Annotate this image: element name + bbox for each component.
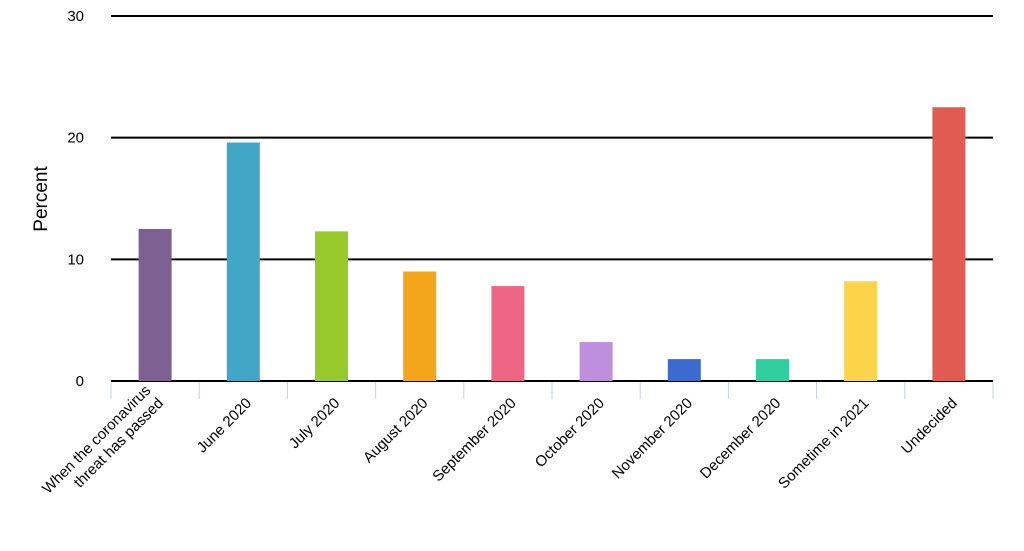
x-tick-label: October 2020 — [532, 395, 608, 471]
x-axis — [110, 382, 994, 399]
x-tick-label: June 2020 — [194, 395, 256, 457]
x-tick-label: Undecided — [898, 395, 961, 458]
bar — [403, 271, 437, 381]
bar — [315, 231, 348, 381]
bar — [226, 142, 260, 381]
y-tick-label: 10 — [67, 251, 84, 268]
bar — [844, 281, 878, 381]
x-tick-label: August 2020 — [360, 395, 432, 467]
y-tick-label: 0 — [76, 373, 84, 390]
y-axis-title: Percent — [31, 166, 52, 232]
y-tick-label: 30 — [67, 8, 84, 25]
x-tick-label: December 2020 — [697, 395, 784, 482]
x-tick-label: Sometime in 2021 — [775, 395, 873, 493]
x-axis-labels: When the coronavirusthreat has passed Jun… — [39, 382, 961, 510]
y-axis-ticks: 0 10 20 30 — [67, 8, 84, 390]
bars — [138, 107, 966, 381]
bar — [491, 286, 525, 381]
x-tick-label: When the coronavirusthreat has passed — [39, 382, 167, 510]
y-tick-label: 20 — [67, 130, 84, 147]
x-tick-label: July 2020 — [286, 395, 343, 452]
x-tick-label: November 2020 — [609, 395, 696, 482]
bar — [667, 359, 701, 381]
bar — [138, 228, 172, 381]
x-tick-label: September 2020 — [429, 395, 519, 485]
bar — [756, 359, 789, 381]
bar — [932, 107, 966, 381]
bar — [579, 342, 613, 381]
